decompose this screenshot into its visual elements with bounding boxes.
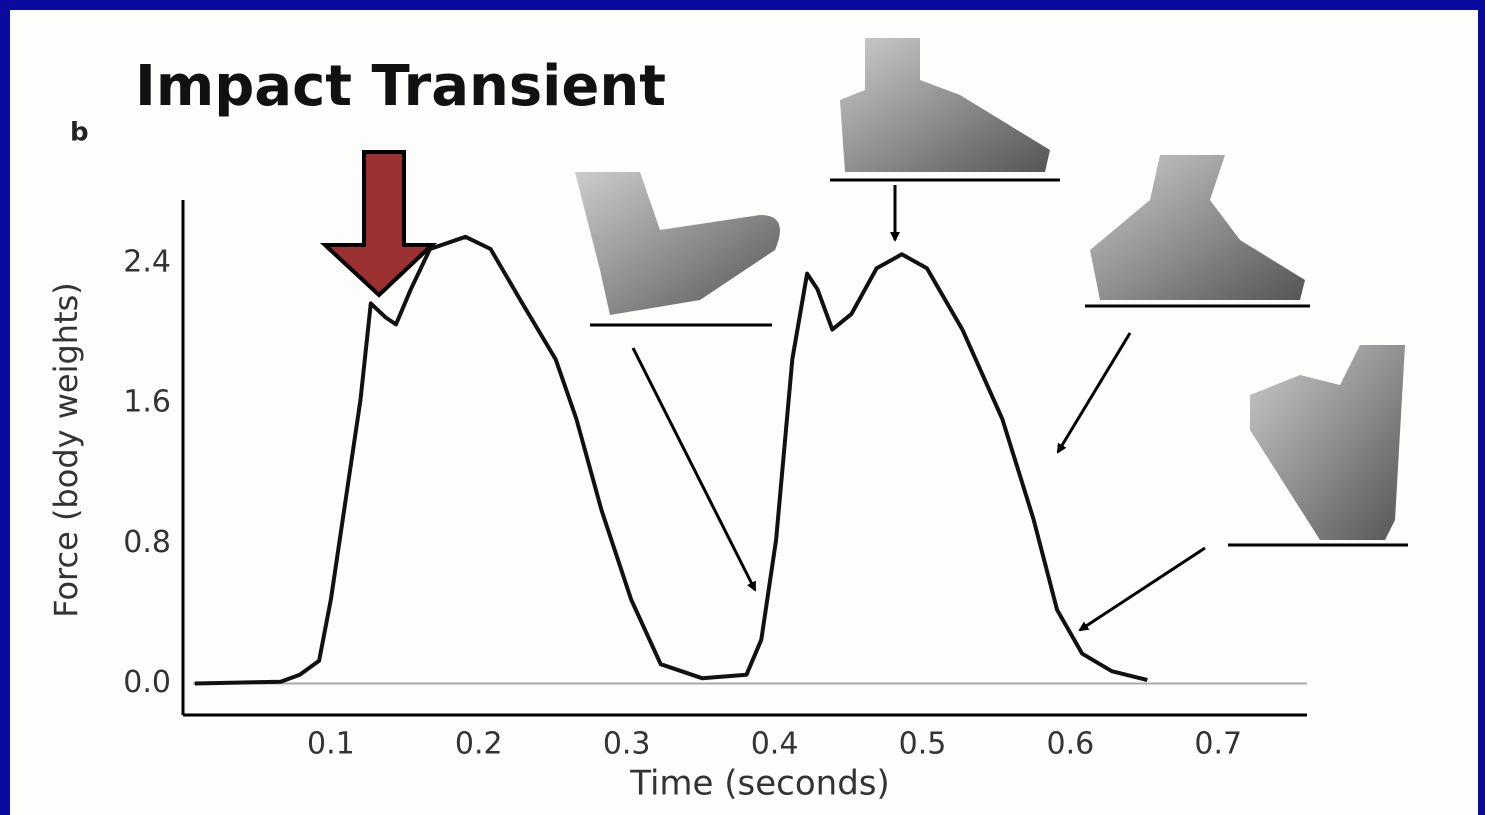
panel-label: b bbox=[70, 118, 89, 148]
x-tick-label: 0.3 bbox=[603, 727, 651, 762]
y-tick-label: 2.4 bbox=[123, 245, 171, 280]
x-tick-label: 0.2 bbox=[455, 727, 503, 762]
x-axis-label: Time (seconds) bbox=[629, 764, 890, 804]
x-tick-label: 0.5 bbox=[899, 727, 947, 762]
x-tick-label: 0.6 bbox=[1047, 727, 1095, 762]
y-tick-label: 0.8 bbox=[123, 525, 171, 560]
x-tick-label: 0.1 bbox=[307, 727, 355, 762]
x-tick-label: 0.4 bbox=[751, 727, 799, 762]
title: Impact Transient bbox=[135, 54, 666, 119]
y-tick-label: 1.6 bbox=[123, 385, 171, 420]
x-tick-label: 0.7 bbox=[1194, 727, 1242, 762]
page: Impact Transient b Time (seconds) Force … bbox=[0, 0, 1485, 815]
y-tick-label: 0.0 bbox=[123, 665, 171, 700]
chart: Impact Transient b Time (seconds) Force … bbox=[0, 0, 1485, 815]
y-axis-label: Force (body weights) bbox=[47, 282, 85, 618]
